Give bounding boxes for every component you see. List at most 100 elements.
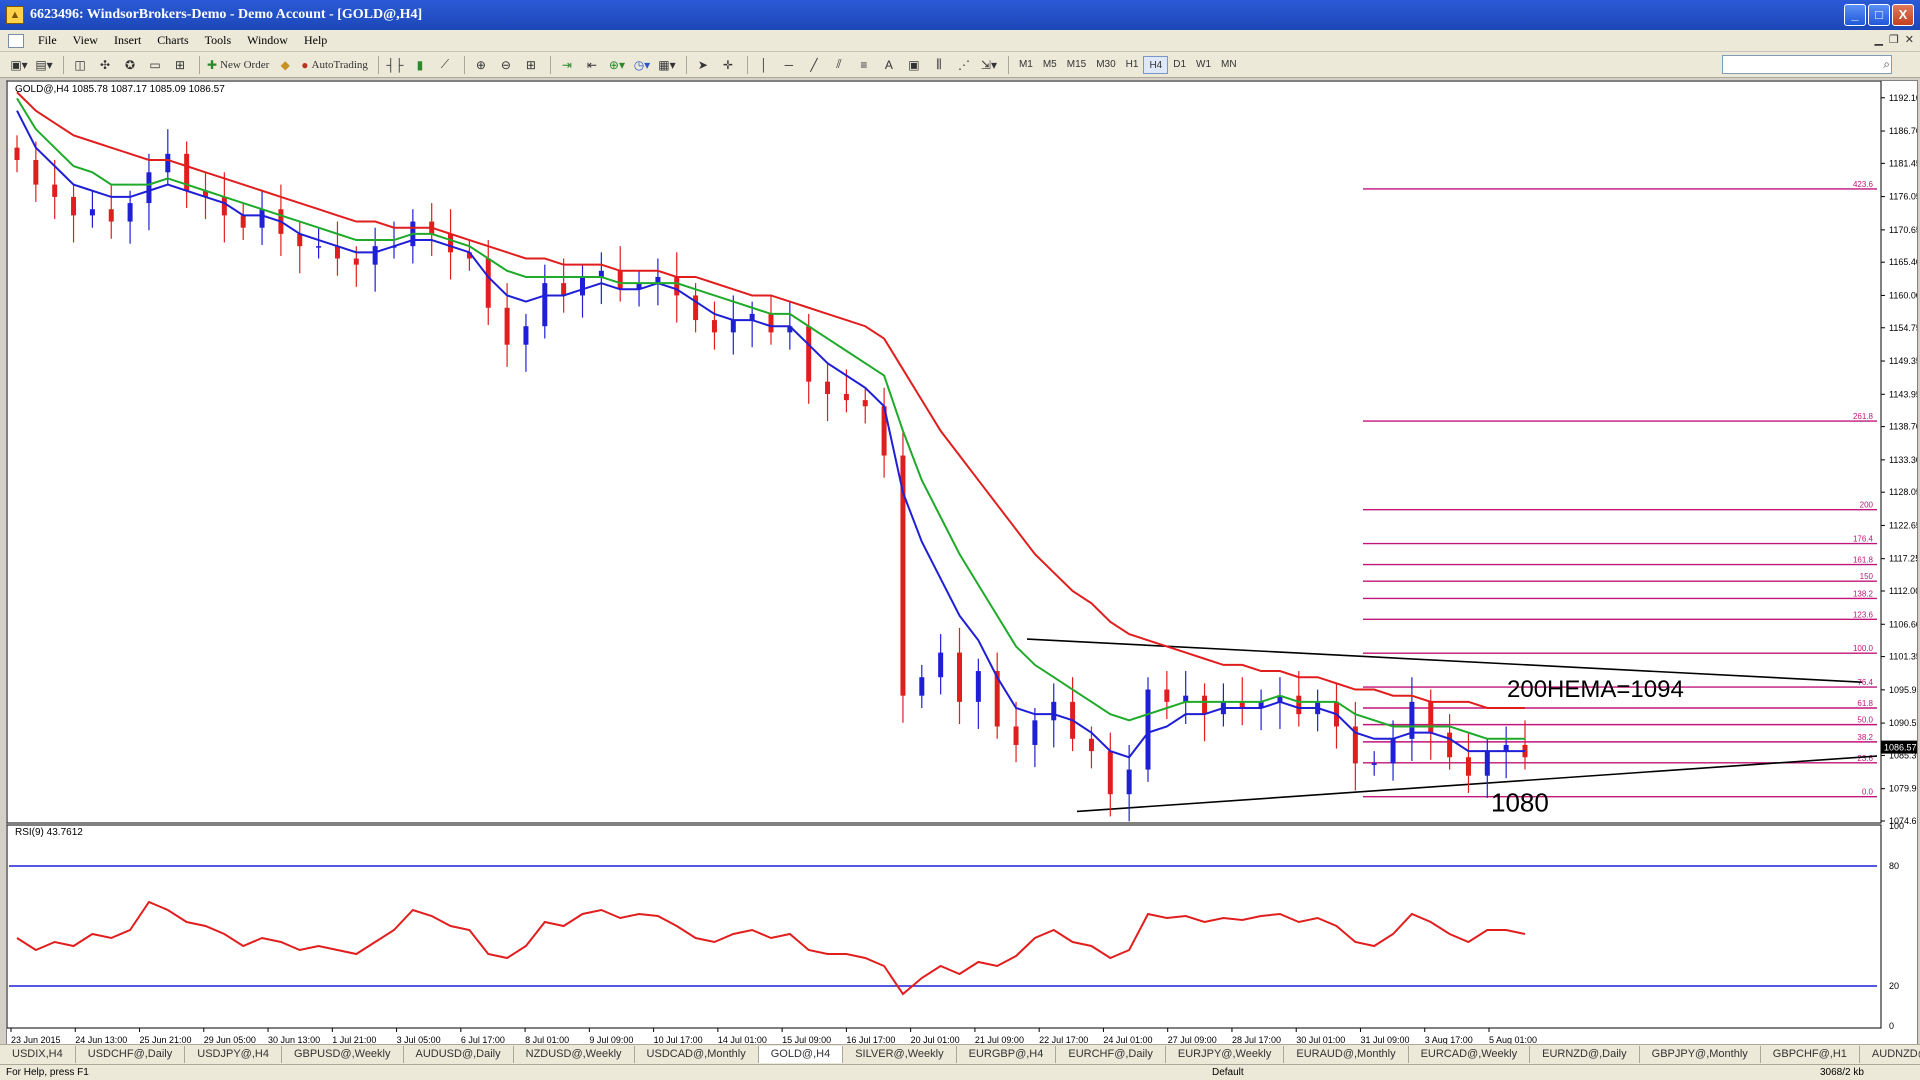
candle-body xyxy=(598,270,604,277)
market-watch-icon[interactable]: ◫ xyxy=(74,57,86,72)
rsi-axis-label: 80 xyxy=(1889,861,1899,871)
chart-tab[interactable]: EURCAD@,Weekly xyxy=(1409,1046,1531,1063)
menu-charts[interactable]: Charts xyxy=(157,33,189,47)
profiles-icon[interactable]: ▤▾ xyxy=(35,57,53,72)
candle-body xyxy=(316,246,322,248)
chart-tab[interactable]: USDIX,H4 xyxy=(0,1046,76,1063)
menu-tools[interactable]: Tools xyxy=(204,33,232,47)
price-tick-label: 1165.40 xyxy=(1889,257,1917,267)
chart-tab[interactable]: USDCHF@,Daily xyxy=(76,1046,186,1063)
timeframe-h1[interactable]: H1 xyxy=(1125,58,1139,70)
terminal-icon[interactable]: ▭ xyxy=(149,57,161,72)
tile-windows-icon[interactable]: ⊞ xyxy=(525,57,536,72)
menu-window[interactable]: Window xyxy=(247,33,288,47)
timeframe-m5[interactable]: M5 xyxy=(1042,58,1057,70)
candlestick-icon[interactable]: ▮ xyxy=(416,57,424,72)
candle-body xyxy=(523,326,529,345)
mdi-close-icon[interactable]: ✕ xyxy=(1904,34,1914,46)
equidistant-channel-icon[interactable]: ⫽ xyxy=(836,57,842,71)
candle-body xyxy=(448,233,454,253)
chart-tab[interactable]: GBPUSD@,Weekly xyxy=(282,1046,404,1063)
current-price-label: 1086.57 xyxy=(1884,743,1917,753)
candle-body xyxy=(1277,695,1283,702)
maximize-button[interactable]: □ xyxy=(1868,4,1890,26)
timeframe-m1[interactable]: M1 xyxy=(1018,58,1033,70)
timeframe-m15[interactable]: M15 xyxy=(1066,58,1087,70)
chart-tab[interactable]: EURCHF@,Daily xyxy=(1056,1046,1166,1063)
templates-icon[interactable]: ▦▾ xyxy=(658,57,676,72)
timeframe-m30[interactable]: M30 xyxy=(1096,58,1116,70)
mdi-restore-icon[interactable]: ❐ xyxy=(1888,34,1899,46)
indicators-icon[interactable]: ⊕▾ xyxy=(608,57,625,72)
document-icon[interactable] xyxy=(8,33,24,48)
gann-icon[interactable]: ⫼ xyxy=(936,57,942,71)
periods-icon[interactable]: ◷▾ xyxy=(633,57,651,72)
navigator-icon[interactable]: ✪ xyxy=(124,57,136,72)
chart-tab[interactable]: AUDNZD@,Daily xyxy=(1860,1046,1920,1063)
search-input[interactable] xyxy=(1722,55,1892,74)
fibo-fan-icon[interactable]: ⋰ xyxy=(957,57,970,72)
text-label-icon[interactable]: ▣ xyxy=(908,57,920,72)
search-icon[interactable]: ⌕ xyxy=(1883,57,1890,71)
chart-tab[interactable]: EURJPY@,Weekly xyxy=(1166,1046,1285,1063)
cursor-icon[interactable]: ➤ xyxy=(697,57,708,72)
chart-window[interactable]: 1192.10 1186.70 1181.45 1176.05 1170.65 1165.… xyxy=(6,80,1918,1051)
chart-tab[interactable]: EURNZD@,Daily xyxy=(1530,1046,1640,1063)
annotation-1080: 1080 xyxy=(1491,787,1549,817)
candle-body xyxy=(1051,701,1057,721)
line-chart-icon[interactable]: ⟋ xyxy=(440,57,450,71)
chart-tab[interactable]: SILVER@,Weekly xyxy=(843,1046,957,1063)
menu-help[interactable]: Help xyxy=(303,33,328,47)
chart-tab[interactable]: GOLD@,H4 xyxy=(758,1046,844,1063)
strategy-tester-icon[interactable]: ⊞ xyxy=(174,57,186,72)
zoom-out-icon[interactable]: ⊖ xyxy=(500,57,511,72)
time-tick-label: 21 Jul 09:00 xyxy=(975,1035,1024,1045)
chart-shift-icon[interactable]: ⇤ xyxy=(586,57,597,72)
menu-file[interactable]: File xyxy=(38,33,57,47)
candle-body xyxy=(542,283,548,327)
chart-tab[interactable]: AUDUSD@,Daily xyxy=(404,1046,514,1063)
minimize-button[interactable]: _ xyxy=(1844,4,1866,26)
chart-tab[interactable]: USDCAD@,Monthly xyxy=(635,1046,759,1063)
text-tool-icon[interactable]: A xyxy=(884,57,893,72)
time-tick-label: 15 Jul 09:00 xyxy=(782,1035,831,1045)
new-order-button[interactable]: ✚ New Order xyxy=(205,55,271,75)
data-window-icon[interactable]: ✣ xyxy=(99,57,111,72)
metaeditor-icon[interactable]: ◆ xyxy=(280,57,290,72)
crosshair-icon[interactable]: ✛ xyxy=(722,57,733,72)
candle-body xyxy=(994,671,1000,727)
mdi-minimize-icon[interactable]: ▁ xyxy=(1874,34,1883,46)
autoscroll-icon[interactable]: ⇥ xyxy=(561,57,572,72)
close-button[interactable]: X xyxy=(1892,4,1914,26)
current-price-box xyxy=(1881,740,1917,754)
zoom-in-icon[interactable]: ⊕ xyxy=(475,57,486,72)
candle-body xyxy=(372,246,378,265)
time-tick-label: 16 Jul 17:00 xyxy=(846,1035,895,1045)
status-profile: Default xyxy=(1212,1067,1244,1078)
vertical-line-icon[interactable]: │ xyxy=(760,57,768,72)
timeframe-mn[interactable]: MN xyxy=(1221,58,1237,70)
candle-body xyxy=(1126,769,1132,795)
bar-chart-icon[interactable]: ┤├ xyxy=(386,57,404,72)
chart-tab[interactable]: USDJPY@,H4 xyxy=(185,1046,282,1063)
new-chart-icon[interactable]: ▣▾ xyxy=(10,57,28,72)
time-tick-label: 23 Jun 2015 xyxy=(11,1035,61,1045)
chart-tab[interactable]: GBPCHF@,H1 xyxy=(1761,1046,1860,1063)
trendline-icon[interactable]: ╱ xyxy=(810,57,818,72)
chart-tab[interactable]: GBPJPY@,Monthly xyxy=(1640,1046,1761,1063)
timeframe-h4[interactable]: H4 xyxy=(1143,55,1169,74)
chart-tab[interactable]: NZDUSD@,Weekly xyxy=(514,1046,635,1063)
arrows-icon[interactable]: ⇲▾ xyxy=(980,57,997,72)
timeframe-d1[interactable]: D1 xyxy=(1173,58,1187,70)
toolbar-separator xyxy=(549,55,551,74)
menu-insert[interactable]: Insert xyxy=(113,33,142,47)
time-tick-label: 9 Jul 09:00 xyxy=(589,1035,633,1045)
horizontal-line-icon[interactable]: ─ xyxy=(784,57,794,72)
chart-tab[interactable]: EURAUD@,Monthly xyxy=(1284,1046,1409,1063)
chart-tab[interactable]: EURGBP@,H4 xyxy=(957,1046,1057,1063)
fibo-retracement-icon[interactable]: ≡ xyxy=(860,57,868,72)
timeframe-w1[interactable]: W1 xyxy=(1196,58,1212,70)
autotrading-button[interactable]: ● AutoTrading xyxy=(299,55,370,75)
menu-view[interactable]: View xyxy=(72,33,98,47)
price-chart[interactable]: 1192.10 1186.70 1181.45 1176.05 1170.65 1165.… xyxy=(7,81,1917,1050)
